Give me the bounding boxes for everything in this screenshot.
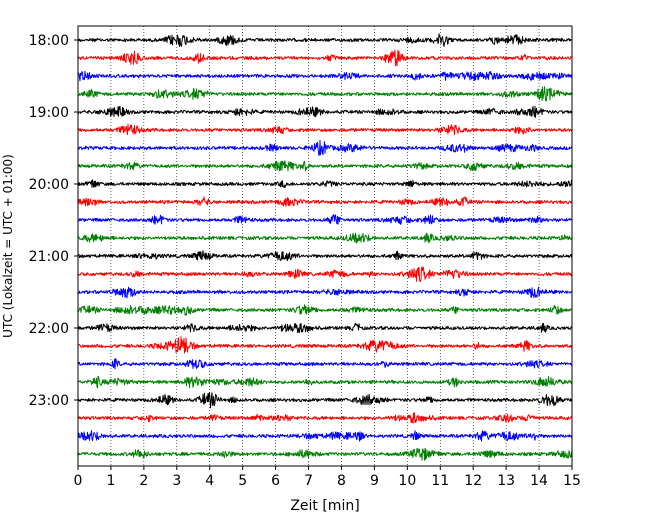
y-tick-label: 21:00 bbox=[29, 249, 69, 265]
x-tick-label: 15 bbox=[563, 473, 581, 489]
x-tick-label: 7 bbox=[304, 473, 313, 489]
seismogram-trace bbox=[77, 412, 573, 424]
seismogram-trace bbox=[77, 196, 573, 207]
x-tick-label: 0 bbox=[74, 473, 83, 489]
seismogram-trace bbox=[77, 70, 573, 82]
seismogram-trace bbox=[77, 123, 573, 136]
x-tick-label: 9 bbox=[370, 473, 379, 489]
x-axis: 0 1 2 3 4 5 6 7 8 9 10 11 12 13 14 15 bbox=[74, 466, 581, 489]
x-tick-label: 3 bbox=[172, 473, 181, 489]
seismogram-trace bbox=[77, 33, 573, 47]
seismogram-trace bbox=[77, 232, 573, 244]
seismogram-trace bbox=[77, 105, 573, 118]
y-axis-label: UTC (Lokalzeit = UTC + 01:00) bbox=[1, 154, 15, 338]
x-tick-label: 13 bbox=[497, 473, 515, 489]
seismogram-trace bbox=[77, 266, 573, 282]
x-tick-label: 1 bbox=[106, 473, 115, 489]
seismogram-trace bbox=[77, 430, 573, 442]
x-tick-label: 8 bbox=[337, 473, 346, 489]
y-tick-label: 19:00 bbox=[29, 105, 69, 121]
y-tick-label: 20:00 bbox=[29, 177, 69, 193]
x-tick-label: 12 bbox=[464, 473, 482, 489]
y-axis: 18:00 19:00 20:00 21:00 22:00 23:00 bbox=[29, 33, 78, 409]
plot-background bbox=[78, 26, 572, 466]
seismogram-trace bbox=[77, 179, 573, 188]
seismogram-trace bbox=[77, 391, 573, 409]
x-tick-label: 4 bbox=[205, 473, 214, 489]
x-tick-label: 5 bbox=[238, 473, 247, 489]
seismogram-trace bbox=[77, 214, 573, 225]
x-tick-label: 14 bbox=[530, 473, 548, 489]
x-tick-label: 2 bbox=[139, 473, 148, 489]
seismogram-trace bbox=[77, 447, 573, 461]
plot-frame bbox=[77, 25, 573, 467]
y-tick-label: 23:00 bbox=[29, 393, 69, 409]
seismogram-trace bbox=[78, 322, 573, 334]
seismogram-trace bbox=[77, 139, 573, 156]
seismogram-trace bbox=[77, 286, 573, 299]
y-tick-label: 22:00 bbox=[29, 321, 69, 337]
seismogram-trace bbox=[77, 358, 573, 370]
seismogram-trace bbox=[78, 49, 572, 67]
seismogram-trace bbox=[77, 160, 573, 172]
seismogram-trace bbox=[77, 375, 573, 389]
seismogram-trace bbox=[77, 250, 573, 261]
seismogram-traces bbox=[77, 33, 573, 461]
x-tick-label: 11 bbox=[431, 473, 449, 489]
x-axis-label: Zeit [min] bbox=[290, 498, 359, 514]
y-tick-label: 18:00 bbox=[29, 33, 69, 49]
x-tick-label: 10 bbox=[398, 473, 416, 489]
seismogram-trace bbox=[77, 86, 573, 102]
x-tick-label: 6 bbox=[271, 473, 280, 489]
seismogram-trace bbox=[77, 304, 573, 316]
seismogram-trace bbox=[77, 336, 573, 354]
